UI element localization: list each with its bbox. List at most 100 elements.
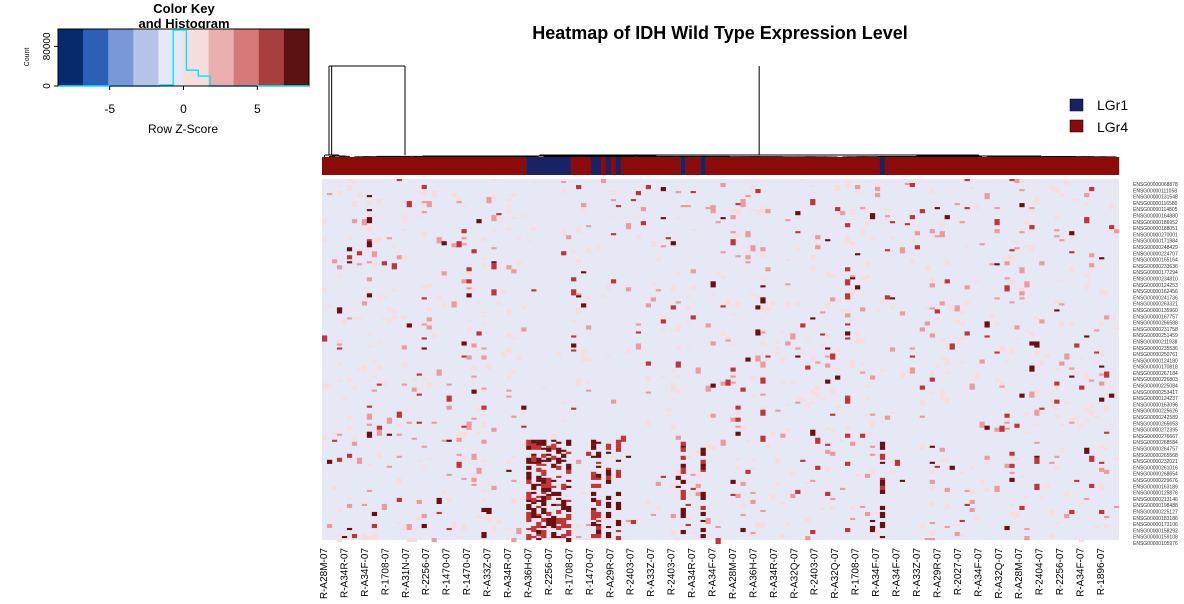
heatmap-cell	[1044, 483, 1050, 488]
heatmap-cell	[476, 219, 482, 224]
heatmap-cell	[830, 429, 836, 432]
heatmap-cell	[690, 229, 696, 232]
heatmap-cell	[1009, 451, 1015, 456]
heatmap-cell	[929, 333, 935, 338]
heatmap-cell	[346, 179, 353, 182]
heatmap-cell	[605, 525, 612, 529]
heatmap-cell	[810, 529, 816, 535]
heatmap-cell	[615, 439, 622, 444]
heatmap-cell	[854, 285, 861, 290]
heatmap-cell	[346, 527, 353, 531]
heatmap-cell	[461, 477, 467, 480]
heatmap-cell	[511, 455, 517, 458]
heatmap-cell	[969, 507, 975, 513]
heatmap-cell	[1004, 413, 1010, 418]
color-key-x-axis: -5 0 5	[104, 85, 261, 116]
heatmap-cell	[586, 225, 592, 228]
column-label: R-A28M-07	[1014, 548, 1025, 600]
heatmap-cell	[416, 373, 422, 376]
heatmap-cell	[675, 435, 681, 440]
heatmap-cell	[1034, 423, 1040, 426]
heatmap-cell	[934, 317, 940, 320]
heatmap-cell	[441, 489, 447, 494]
heatmap-cell	[481, 387, 487, 390]
heatmap-cell	[845, 267, 851, 272]
heatmap-cell	[336, 347, 343, 350]
heatmap-cell	[735, 425, 741, 428]
heatmap-cell	[1024, 495, 1030, 498]
heatmap-cell	[561, 533, 567, 539]
heatmap-cell	[481, 405, 487, 410]
heatmap-cell	[441, 303, 447, 308]
sample-group-segment	[526, 157, 572, 175]
heatmap-cell	[1059, 361, 1065, 366]
row-label: ENSG00000165164	[1133, 258, 1178, 264]
heatmap-cell	[1039, 261, 1045, 266]
heatmap-cell	[496, 519, 502, 525]
row-label: ENSG00000225127	[1133, 510, 1178, 516]
heatmap-cell	[1009, 255, 1015, 262]
heatmap-cell	[376, 451, 383, 458]
heatmap-cell	[481, 425, 487, 428]
heatmap-cell	[1079, 537, 1085, 543]
heatmap-cell	[735, 301, 741, 308]
heatmap-cell	[820, 397, 826, 400]
heatmap-cell	[755, 213, 761, 216]
heatmap-cell	[745, 469, 751, 474]
heatmap-cell	[675, 191, 681, 194]
heatmap-cell	[1059, 193, 1065, 198]
heatmap-cell	[999, 385, 1005, 388]
heatmap-cell	[725, 335, 731, 340]
heatmap-cell	[471, 417, 477, 420]
heatmap-cell	[605, 451, 612, 454]
heatmap-cell	[366, 209, 373, 212]
heatmap-cell	[571, 249, 577, 254]
heatmap-cell	[1029, 249, 1035, 252]
heatmap-cell	[576, 259, 582, 264]
heatmap-cell	[366, 463, 373, 466]
heatmap-cell	[795, 231, 801, 234]
heatmap-cell	[835, 185, 841, 192]
heatmap-cell	[1034, 389, 1040, 394]
row-label: ENSG00000124180	[1133, 358, 1178, 364]
heatmap-cell	[615, 501, 622, 504]
heatmap-cell	[1104, 405, 1110, 412]
heatmap-cell	[1019, 179, 1025, 184]
row-label: ENSG00000263321	[1133, 302, 1178, 308]
heatmap-cell	[750, 245, 756, 252]
heatmap-cell	[810, 429, 816, 436]
heatmap-cell	[795, 401, 801, 404]
heatmap-cell	[481, 489, 487, 492]
column-label: R-1470-07	[442, 548, 453, 596]
heatmap-cell	[845, 425, 851, 430]
heatmap-cell	[670, 397, 676, 400]
heatmap-cell	[939, 393, 945, 396]
heatmap-cell	[476, 331, 482, 336]
heatmap-cell	[566, 485, 572, 488]
heatmap-cell	[1004, 285, 1010, 292]
heatmap-cell	[541, 387, 547, 390]
heatmap-cell	[675, 375, 681, 378]
heatmap-cell	[954, 305, 960, 312]
heatmap-cell	[376, 425, 383, 430]
heatmap-cell	[964, 301, 970, 306]
heatmap-cell	[526, 503, 532, 511]
heatmap-cell	[854, 191, 861, 194]
heatmap-cell	[944, 343, 950, 346]
heatmap-cell	[974, 515, 980, 521]
heatmap-cell	[1079, 501, 1085, 504]
heatmap-cell	[566, 499, 572, 502]
heatmap-cell	[889, 411, 896, 414]
heatmap-cell	[536, 499, 542, 502]
heatmap-cell	[595, 499, 602, 507]
heatmap-cell	[879, 441, 886, 446]
legend-label-lgr4: LGr4	[1097, 119, 1128, 135]
heatmap-cell	[660, 217, 666, 220]
heatmap-cell	[336, 433, 343, 436]
heatmap-cell	[845, 527, 851, 533]
heatmap-cell	[586, 389, 592, 392]
heatmap-cell	[1109, 317, 1115, 320]
heatmap-cell	[556, 517, 562, 525]
heatmap-cell	[416, 215, 422, 218]
